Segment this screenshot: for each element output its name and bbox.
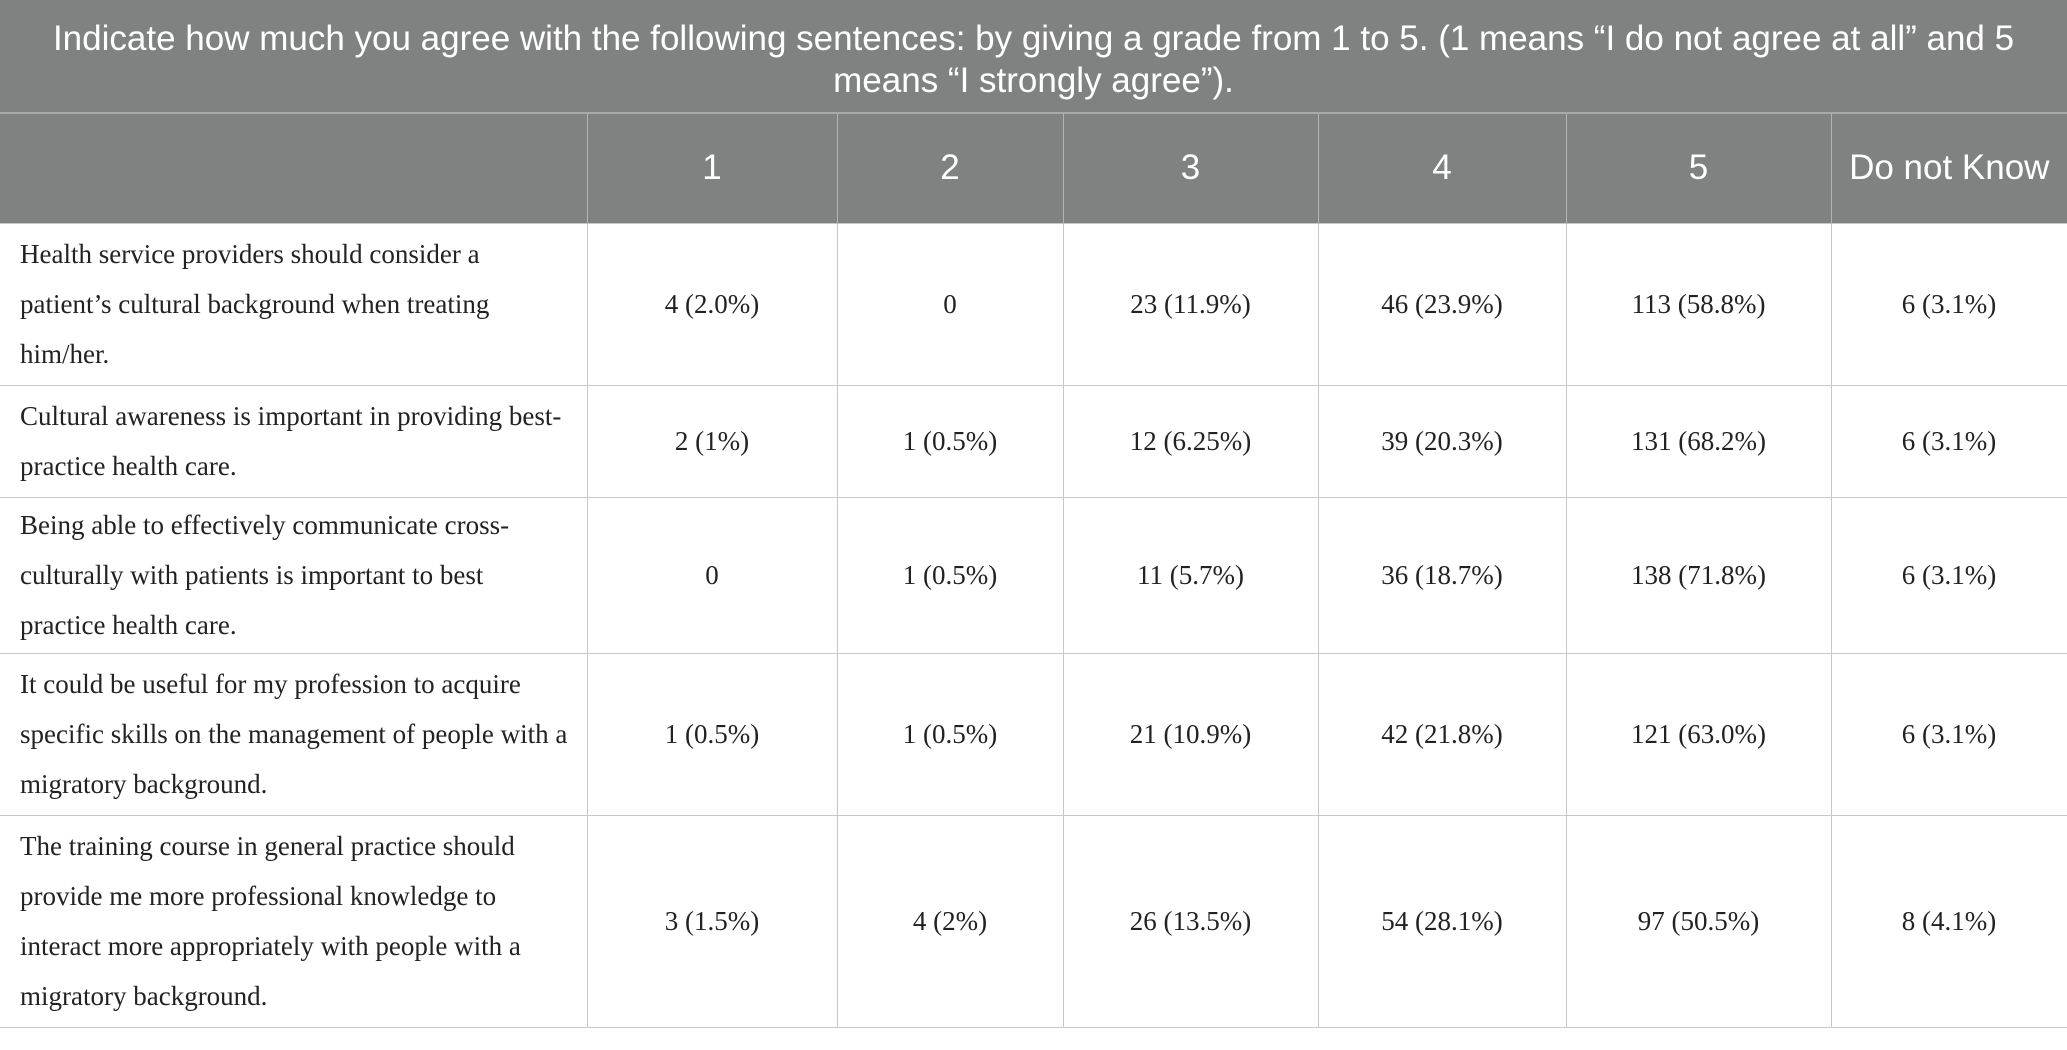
cell-grade-5: 121 (63.0%) [1565, 652, 1832, 816]
table-row: It could be useful for my profession to … [0, 652, 2067, 816]
cell-grade-3: 12 (6.25%) [1062, 384, 1319, 498]
column-header-statement [0, 113, 587, 223]
cell-grade-2: 1 (0.5%) [836, 384, 1064, 498]
cell-grade-4: 39 (20.3%) [1317, 384, 1567, 498]
column-header-5: 5 [1565, 113, 1831, 223]
column-header-3: 3 [1062, 113, 1318, 223]
cell-grade-5: 138 (71.8%) [1565, 496, 1832, 654]
cell-grade-3: 21 (10.9%) [1062, 652, 1319, 816]
table-caption-row: Indicate how much you agree with the fol… [0, 0, 2067, 114]
table-caption: Indicate how much you agree with the fol… [0, 0, 2067, 114]
table-row: The training course in general practice … [0, 814, 2067, 1028]
column-header-do-not-know: Do not Know [1830, 113, 2067, 223]
cell-grade-2: 1 (0.5%) [836, 652, 1064, 816]
cell-grade-4: 54 (28.1%) [1317, 814, 1567, 1028]
cell-grade-1: 2 (1%) [586, 384, 838, 498]
cell-grade-3: 11 (5.7%) [1062, 496, 1319, 654]
cell-grade-1: 0 [586, 496, 838, 654]
row-statement: It could be useful for my profession to … [0, 652, 588, 816]
cell-grade-5: 131 (68.2%) [1565, 384, 1832, 498]
row-statement: Health service providers should consider… [0, 222, 588, 386]
table-row: Cultural awareness is important in provi… [0, 384, 2067, 498]
cell-grade-1: 3 (1.5%) [586, 814, 838, 1028]
cell-grade-5: 97 (50.5%) [1565, 814, 1832, 1028]
cell-do-not-know: 8 (4.1%) [1830, 814, 2067, 1028]
column-header-1: 1 [586, 113, 837, 223]
cell-grade-1: 1 (0.5%) [586, 652, 838, 816]
cell-do-not-know: 6 (3.1%) [1830, 496, 2067, 654]
cell-do-not-know: 6 (3.1%) [1830, 384, 2067, 498]
cell-grade-3: 23 (11.9%) [1062, 222, 1319, 386]
cell-grade-2: 1 (0.5%) [836, 496, 1064, 654]
cell-grade-3: 26 (13.5%) [1062, 814, 1319, 1028]
column-header-2: 2 [836, 113, 1063, 223]
cell-grade-2: 4 (2%) [836, 814, 1064, 1028]
row-statement: Being able to effectively communicate cr… [0, 496, 588, 654]
cell-grade-5: 113 (58.8%) [1565, 222, 1832, 386]
cell-grade-4: 42 (21.8%) [1317, 652, 1567, 816]
row-statement: The training course in general practice … [0, 814, 588, 1028]
cell-grade-4: 46 (23.9%) [1317, 222, 1567, 386]
row-statement: Cultural awareness is important in provi… [0, 384, 588, 498]
cell-do-not-know: 6 (3.1%) [1830, 222, 2067, 386]
table-row: Health service providers should consider… [0, 222, 2067, 386]
column-header-4: 4 [1317, 113, 1566, 223]
cell-do-not-know: 6 (3.1%) [1830, 652, 2067, 816]
table-row: Being able to effectively communicate cr… [0, 496, 2067, 654]
cell-grade-1: 4 (2.0%) [586, 222, 838, 386]
likert-table: Indicate how much you agree with the fol… [0, 0, 2067, 1028]
column-header-row: 1 2 3 4 5 Do not Know [0, 113, 2067, 223]
cell-grade-2: 0 [836, 222, 1064, 386]
cell-grade-4: 36 (18.7%) [1317, 496, 1567, 654]
likert-table-container: Indicate how much you agree with the fol… [0, 0, 2067, 1028]
